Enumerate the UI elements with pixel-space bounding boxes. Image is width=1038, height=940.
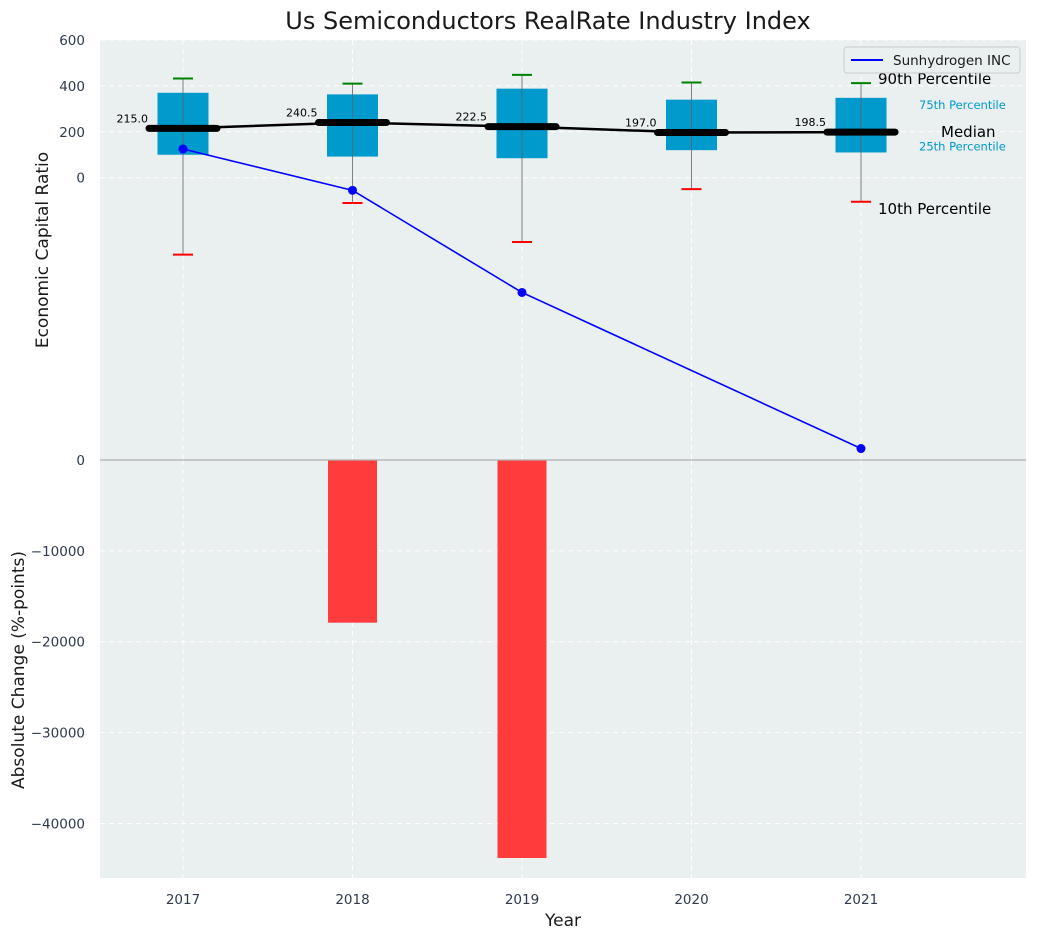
change-bar-2018 [328, 460, 377, 623]
top-y-axis-label: Economic Capital Ratio [33, 152, 53, 348]
chart-title: Us Semiconductors RealRate Industry Inde… [285, 7, 810, 35]
percentile-annotations: 90th Percentile 75th Percentile Median25th… [878, 70, 1006, 218]
x-tick-label: 2021 [844, 892, 878, 908]
company-point-2019 [517, 287, 527, 297]
top-y-tick-label: 200 [59, 125, 85, 141]
bottom-y-tick-label: 0 [76, 453, 85, 469]
company-point-2018 [348, 185, 357, 195]
median-trend: 215.0 240.5 222.5 197.0 198.5 [117, 107, 899, 136]
top-plot-area [100, 40, 1026, 460]
median-value-label-2017: 215.0 [117, 112, 149, 125]
x-tick-label: 2017 [166, 892, 200, 908]
median-value-label-2020: 197.0 [625, 116, 657, 129]
bottom-plot-area [100, 460, 1026, 878]
company-point-2021 [856, 444, 866, 454]
median-value-label-2021: 198.5 [795, 116, 827, 129]
annotation-p25: 25th Percentile [919, 139, 1006, 153]
annotation-p10: 10th Percentile [878, 200, 991, 218]
x-tick-label: 2020 [674, 892, 708, 908]
bottom-y-tick-label: −30000 [31, 726, 85, 742]
annotation-p90: 90th Percentile [878, 70, 991, 88]
top-y-tick-label: 400 [59, 79, 85, 95]
annotation-median: Median [941, 123, 996, 141]
x-tick-label: 2018 [335, 892, 369, 908]
bottom-y-ticks: 0 −10000 −20000 −30000 −40000 [31, 453, 85, 832]
company-point-2017 [178, 144, 188, 154]
company-line [182, 148, 862, 450]
bottom-y-tick-label: −10000 [31, 544, 85, 560]
change-bar-2019 [497, 460, 547, 859]
top-y-ticks: 600 400 200 0 [59, 33, 85, 187]
legend-label: Sunhydrogen INC [893, 53, 1011, 69]
x-tick-label: 2019 [505, 892, 539, 908]
company-series [178, 144, 866, 454]
x-axis-label: Year [544, 911, 581, 931]
top-y-tick-label: 0 [76, 171, 85, 187]
bottom-y-tick-label: −40000 [31, 816, 85, 832]
legend: Sunhydrogen INC [843, 46, 1021, 74]
top-y-tick-label: 600 [59, 33, 85, 49]
median-value-label-2018: 240.5 [286, 107, 318, 120]
bars [328, 460, 547, 859]
x-ticks: 2017 2018 2019 2020 2021 [166, 892, 878, 908]
bottom-y-tick-label: −20000 [31, 635, 85, 651]
bottom-y-axis-label: Absolute Change (%-points) [9, 551, 29, 789]
annotation-p75: 75th Percentile [919, 98, 1006, 112]
median-value-label-2019: 222.5 [456, 111, 488, 124]
legend-frame [843, 46, 1021, 74]
